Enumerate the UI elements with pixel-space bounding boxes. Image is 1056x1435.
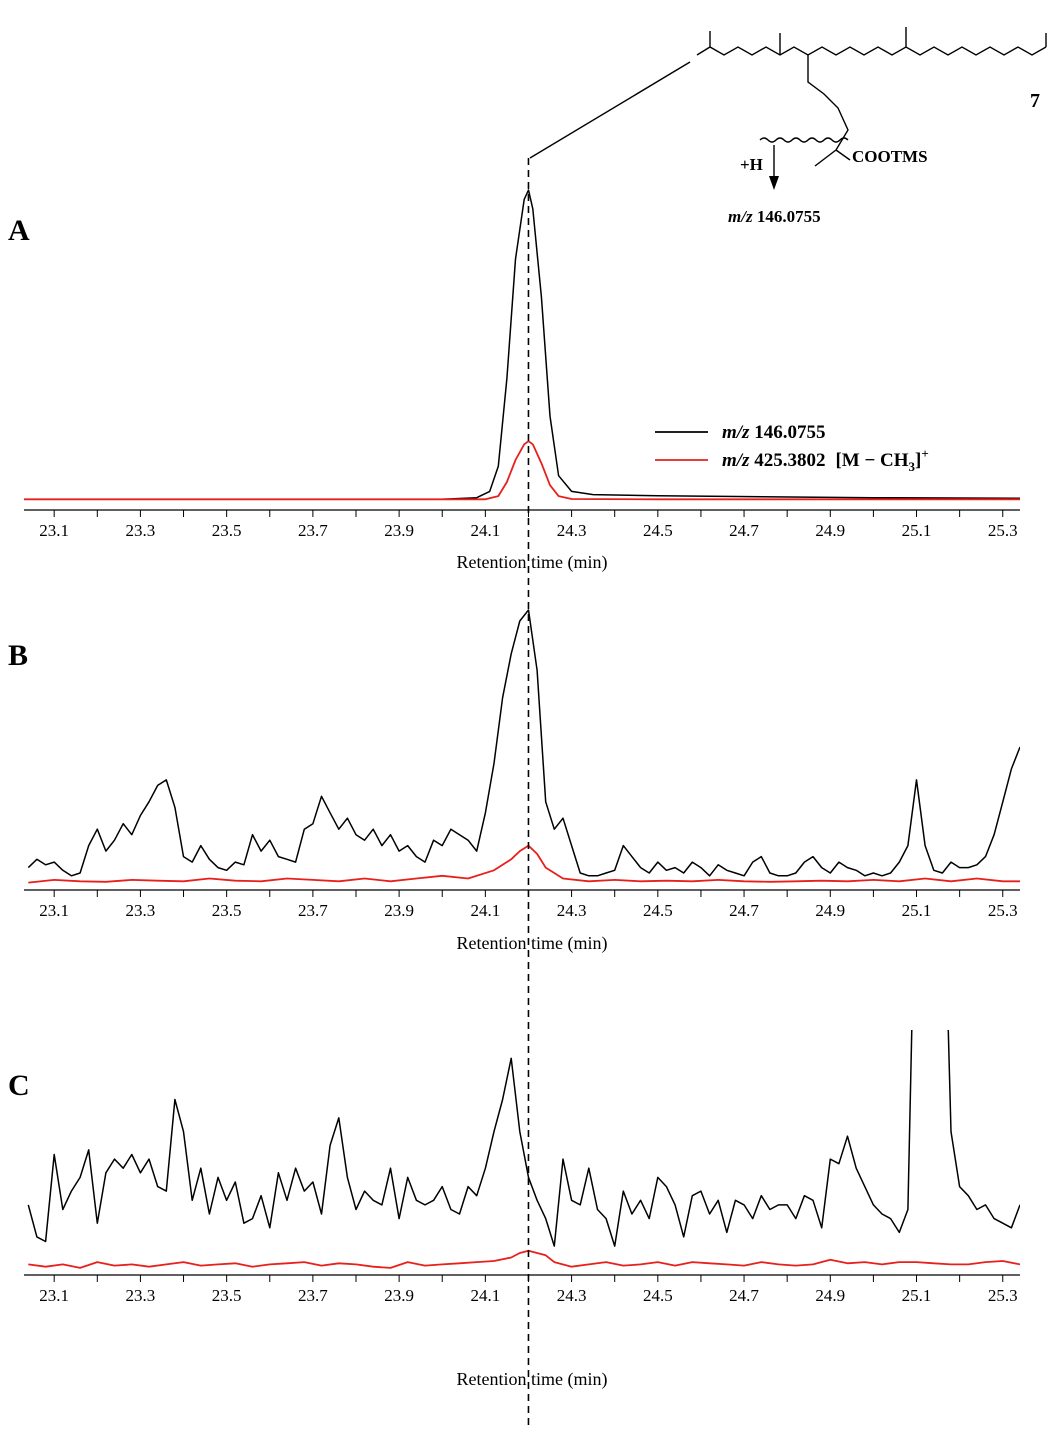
side-chain xyxy=(807,55,849,151)
fragment-arrow-icon xyxy=(769,176,779,190)
cleavage-wavy-line xyxy=(759,137,849,143)
x-tick-label: 24.9 xyxy=(815,521,845,540)
x-tick-label: 24.9 xyxy=(815,901,845,920)
x-axis-title: Retention time (min) xyxy=(457,933,608,954)
hydrogen-transfer-label: +H xyxy=(740,155,763,174)
trace-mz-146 xyxy=(27,1030,1020,1247)
x-tick-label: 24.5 xyxy=(643,1286,673,1305)
fragment-mz-value: 146.0755 xyxy=(757,207,821,226)
x-tick-label: 23.5 xyxy=(212,901,242,920)
x-tick-label: 23.5 xyxy=(212,521,242,540)
x-tick-label: 25.1 xyxy=(902,1286,932,1305)
x-tick-label: 23.1 xyxy=(39,901,69,920)
trace-mz-146 xyxy=(24,189,1020,501)
trace-mz-146 xyxy=(27,609,1020,877)
panel-b: B 23.1 23.3 23.5 23.7 23.9 24.1 24.3 24.5 24.7 24.… xyxy=(8,609,1020,954)
x-tick-label: 23.9 xyxy=(384,901,414,920)
legend-entry: m/z 146.0755 xyxy=(722,422,825,443)
x-tick-label: 24.9 xyxy=(815,1286,845,1305)
legend-entry: m/z 425.3802 [M − CH3]+ xyxy=(722,446,929,474)
x-tick-label: 23.7 xyxy=(298,1286,328,1305)
structure-backbone xyxy=(696,46,1047,56)
trace-mz-425 xyxy=(24,440,1020,501)
x-tick-label: 23.5 xyxy=(212,1286,242,1305)
x-tick-label: 24.1 xyxy=(470,1286,500,1305)
x-tick-label: 25.3 xyxy=(988,1286,1018,1305)
alpha-methyl xyxy=(814,149,837,167)
compound-number: 7 xyxy=(1030,90,1040,112)
x-tick-label: 24.1 xyxy=(470,521,500,540)
x-tick-label: 24.1 xyxy=(470,901,500,920)
fragment-mz-label: m/z 146.0755 xyxy=(728,207,821,226)
chemical-structure: COOTMS +H m/z 146.0755 7 xyxy=(529,27,1047,226)
panel-c: C 23.1 23.3 23.5 23.7 23.9 24.1 24.3 24.5 24.7 24.… xyxy=(8,1030,1020,1390)
trace-mz-425 xyxy=(28,844,1020,884)
fragment-mz-italic: m/z xyxy=(728,207,753,226)
x-tick-label: 23.7 xyxy=(298,521,328,540)
x-tick-label: 24.5 xyxy=(643,521,673,540)
x-tick-label: 24.7 xyxy=(729,901,759,920)
x-tick-label: 25.3 xyxy=(988,901,1018,920)
panel-label: B xyxy=(8,639,28,672)
x-tick-label: 23.1 xyxy=(39,521,69,540)
x-tick-label: 23.3 xyxy=(126,521,156,540)
x-tick-label: 24.3 xyxy=(557,521,587,540)
panel-a: A 23.1 23.3 23.5 23.7 23.9 24.1 24.3 24.5 24.7 24.… xyxy=(8,189,1020,573)
ester-bond xyxy=(835,149,851,161)
x-tick-label: 24.3 xyxy=(557,1286,587,1305)
legend: m/z 146.0755 m/z 425.3802 [M − CH3]+ xyxy=(655,422,929,474)
x-tick-label: 25.1 xyxy=(902,521,932,540)
x-tick-label: 25.1 xyxy=(902,901,932,920)
x-tick-label: 23.9 xyxy=(384,521,414,540)
x-axis-title: Retention time (min) xyxy=(457,552,608,573)
x-axis-title: Retention time (min) xyxy=(457,1369,608,1390)
panel-label: C xyxy=(8,1069,30,1102)
connector-line xyxy=(529,61,691,159)
x-tick-label: 25.3 xyxy=(988,521,1018,540)
x-tick-label: 24.5 xyxy=(643,901,673,920)
ester-group-label: COOTMS xyxy=(852,147,928,166)
x-tick-label: 23.7 xyxy=(298,901,328,920)
x-tick-label: 24.3 xyxy=(557,901,587,920)
x-tick-label: 23.9 xyxy=(384,1286,414,1305)
x-tick-label: 24.7 xyxy=(729,521,759,540)
panel-label: A xyxy=(8,214,30,247)
chromatogram-panels: A 23.1 23.3 23.5 23.7 23.9 24.1 24.3 24.5 24.7 24.… xyxy=(8,189,1020,1390)
x-tick-label: 24.7 xyxy=(729,1286,759,1305)
trace-mz-425 xyxy=(28,1249,1020,1269)
x-tick-label: 23.3 xyxy=(126,1286,156,1305)
x-tick-label: 23.3 xyxy=(126,901,156,920)
x-tick-label: 23.1 xyxy=(39,1286,69,1305)
